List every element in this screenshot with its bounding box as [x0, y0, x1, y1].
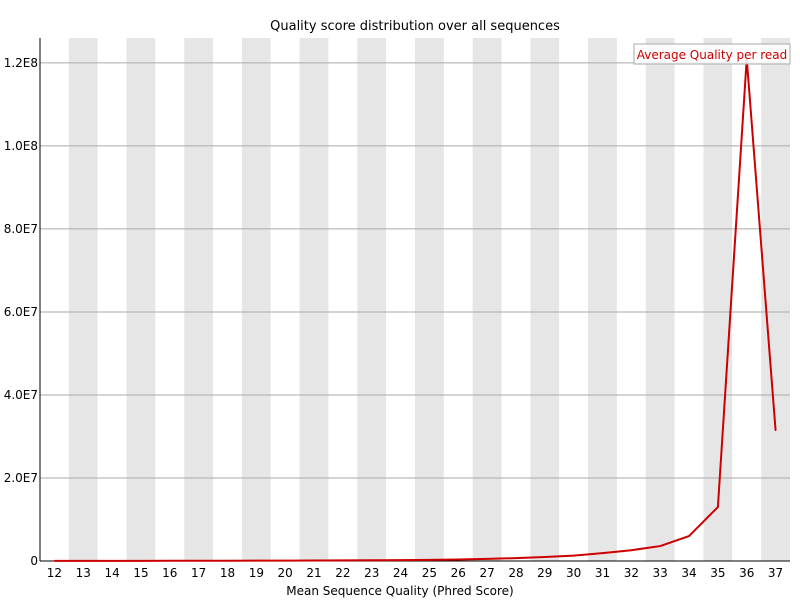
data-point — [342, 559, 344, 562]
data-point — [630, 549, 633, 552]
column-bands — [40, 38, 790, 561]
column-band-15 — [126, 38, 156, 561]
x-tick-label: 25 — [422, 566, 437, 580]
data-point — [370, 559, 373, 562]
legend-entry-0: Average Quality per read — [637, 48, 788, 62]
data-point — [140, 560, 142, 562]
x-tick-label: 21 — [306, 566, 321, 580]
column-band-29 — [530, 38, 560, 561]
x-tick-label: 20 — [278, 566, 293, 580]
data-point — [255, 559, 258, 562]
legend: Average Quality per read — [633, 43, 791, 65]
column-band-28 — [501, 38, 531, 561]
data-point — [601, 552, 604, 554]
data-point — [572, 554, 575, 557]
x-tick-label: 26 — [451, 566, 466, 580]
column-band-34 — [674, 38, 704, 561]
column-band-26 — [443, 38, 473, 561]
data-point — [284, 559, 286, 562]
series-lines — [53, 57, 777, 562]
x-tick-label: 24 — [393, 566, 408, 580]
data-point — [53, 560, 56, 562]
column-band-16 — [155, 38, 185, 561]
chart-title: Quality score distribution over all sequ… — [270, 19, 560, 34]
column-band-18 — [213, 38, 242, 561]
data-point — [82, 560, 85, 562]
x-tick-label: 31 — [595, 566, 610, 580]
x-tick-label: 28 — [508, 566, 523, 580]
x-tick-label: 12 — [47, 566, 62, 580]
y-tick-label: 0 — [30, 554, 38, 568]
x-tick-label: 27 — [479, 566, 494, 580]
data-point — [774, 429, 777, 432]
column-band-23 — [357, 38, 387, 561]
x-tick-label: 35 — [710, 566, 725, 580]
data-point — [688, 535, 690, 537]
column-band-31 — [588, 38, 617, 561]
series-line-0 — [54, 57, 777, 562]
x-tick-label: 18 — [220, 566, 235, 580]
data-point — [111, 560, 113, 562]
x-tick-label: 17 — [191, 566, 206, 580]
data-point — [226, 559, 229, 562]
data-point — [659, 545, 661, 547]
x-tick-label: 19 — [249, 566, 264, 580]
y-tick-label: 6.0E7 — [4, 305, 38, 319]
data-point — [313, 559, 315, 562]
column-band-17 — [184, 38, 214, 561]
column-band-32 — [616, 38, 646, 561]
column-band-12 — [40, 38, 69, 561]
x-tick-label: 36 — [739, 566, 754, 580]
data-point — [428, 559, 431, 561]
x-tick-label: 16 — [162, 566, 177, 580]
x-tick-label: 15 — [133, 566, 148, 580]
column-band-36 — [732, 38, 762, 561]
y-tick-label: 2.0E7 — [4, 471, 38, 485]
y-tick-label: 8.0E7 — [4, 222, 38, 236]
column-band-19 — [241, 38, 271, 561]
data-point — [717, 506, 719, 508]
column-band-20 — [270, 38, 300, 561]
column-band-30 — [559, 38, 589, 561]
data-point — [515, 557, 517, 559]
x-tick-label: 33 — [653, 566, 668, 580]
data-point — [544, 556, 546, 558]
x-tick-label: 34 — [681, 566, 696, 580]
data-point — [457, 558, 460, 561]
column-band-24 — [386, 38, 415, 561]
y-tick-label: 4.0E7 — [4, 388, 38, 402]
column-band-27 — [472, 38, 502, 561]
x-tick-label: 30 — [566, 566, 581, 580]
column-band-33 — [645, 38, 675, 561]
x-tick-label: 14 — [104, 566, 119, 580]
column-band-14 — [97, 38, 127, 561]
x-tick-label: 23 — [364, 566, 379, 580]
data-point — [169, 559, 171, 562]
x-tick-label: 37 — [768, 566, 783, 580]
column-band-21 — [299, 38, 329, 561]
x-tick-label: 29 — [537, 566, 552, 580]
y-tick-label: 1.0E8 — [4, 139, 38, 153]
data-point — [486, 558, 488, 560]
column-band-22 — [328, 38, 358, 561]
y-tick-labels: 0 2.0E7 4.0E7 6.0E7 8.0E7 1.0E8 1.2E8 — [4, 56, 38, 568]
column-band-13 — [68, 38, 98, 561]
column-band-25 — [415, 38, 444, 561]
data-point — [399, 559, 402, 561]
x-tick-labels: 12 13 14 15 16 17 18 19 20 21 22 23 24 25 26 27 28 29 30 31… — [47, 566, 783, 580]
x-tick-label: 32 — [624, 566, 639, 580]
data-point — [197, 559, 200, 562]
x-tick-label: 13 — [76, 566, 91, 580]
legend-box — [633, 43, 791, 65]
column-band-35 — [703, 38, 733, 561]
x-tick-label: 22 — [335, 566, 350, 580]
x-axis-title: Mean Sequence Quality (Phred Score) — [286, 584, 514, 598]
y-tick-label: 1.2E8 — [4, 56, 38, 70]
